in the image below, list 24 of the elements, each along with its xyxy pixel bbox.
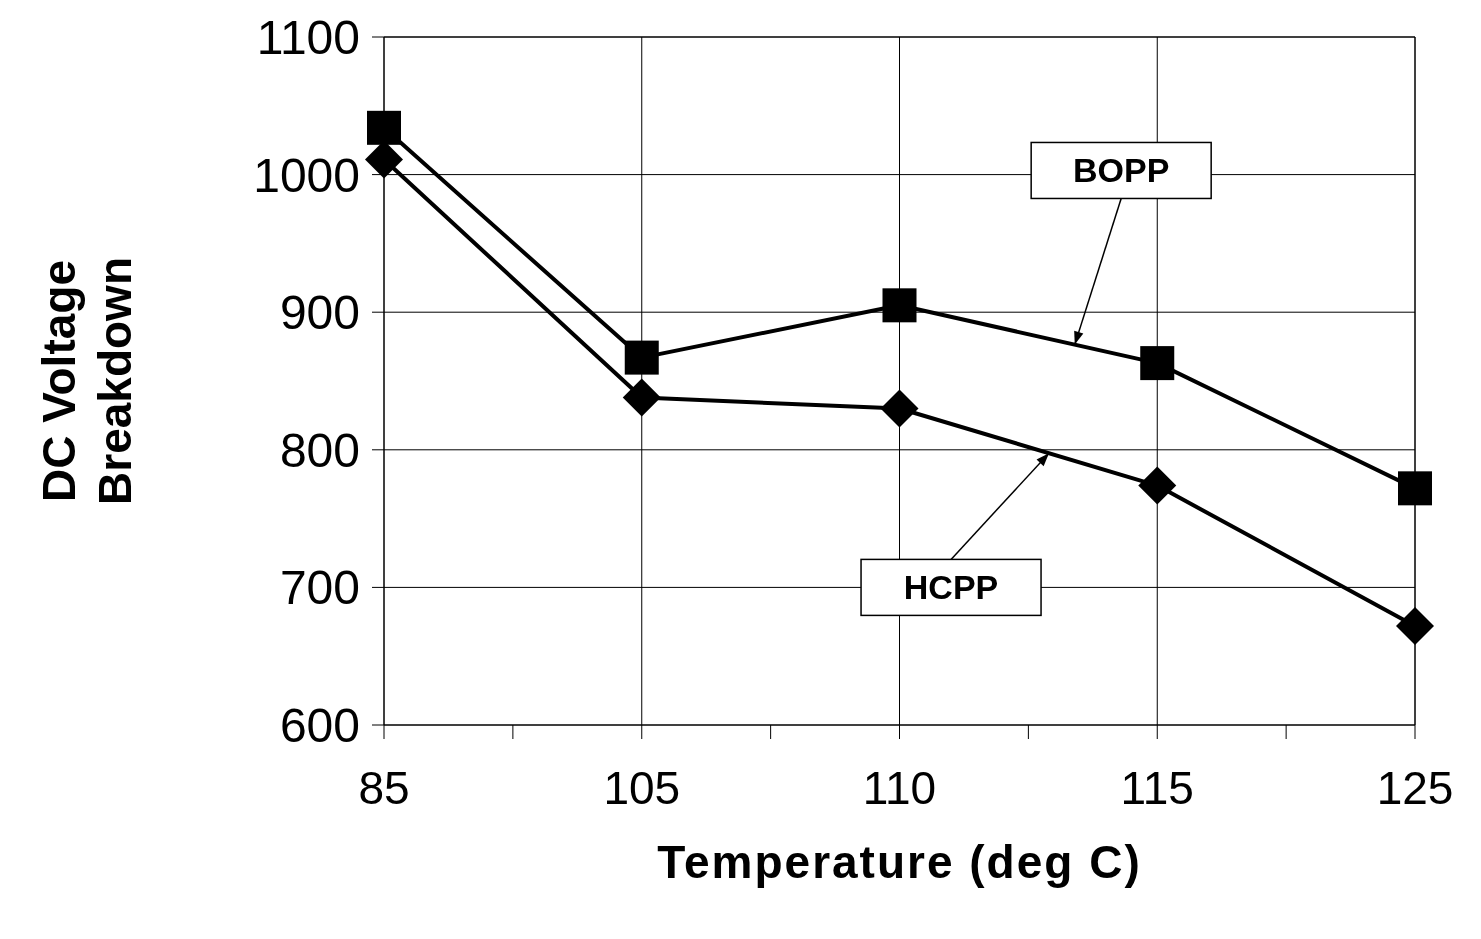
point <box>622 378 661 417</box>
y-tick-label: 1000 <box>253 148 360 202</box>
point <box>367 110 401 145</box>
x-tick-label: 125 <box>1376 761 1454 814</box>
y-axis-title: DC Voltage Breakdown <box>33 257 141 505</box>
y-tick-label: 1100 <box>256 11 360 65</box>
text: HCPP <box>903 568 999 607</box>
point <box>624 340 659 375</box>
point <box>880 389 919 428</box>
point <box>1138 466 1177 505</box>
y-tick-label: 800 <box>279 423 360 477</box>
point <box>882 288 917 323</box>
y-tick-label: 700 <box>279 561 360 615</box>
x-tick-label: 105 <box>603 761 681 814</box>
y-tick-label: 600 <box>279 699 360 753</box>
x-axis-title: Temperature (deg C) <box>657 835 1142 888</box>
x-tick-label: 115 <box>1120 761 1194 814</box>
x-tick-label: 85 <box>358 761 410 814</box>
text: BOPP <box>1072 151 1170 190</box>
y-tick-label: 900 <box>279 286 360 340</box>
point <box>1396 606 1434 645</box>
x-tick-label: 110 <box>862 761 937 814</box>
point <box>1140 346 1175 381</box>
point <box>1398 471 1432 506</box>
